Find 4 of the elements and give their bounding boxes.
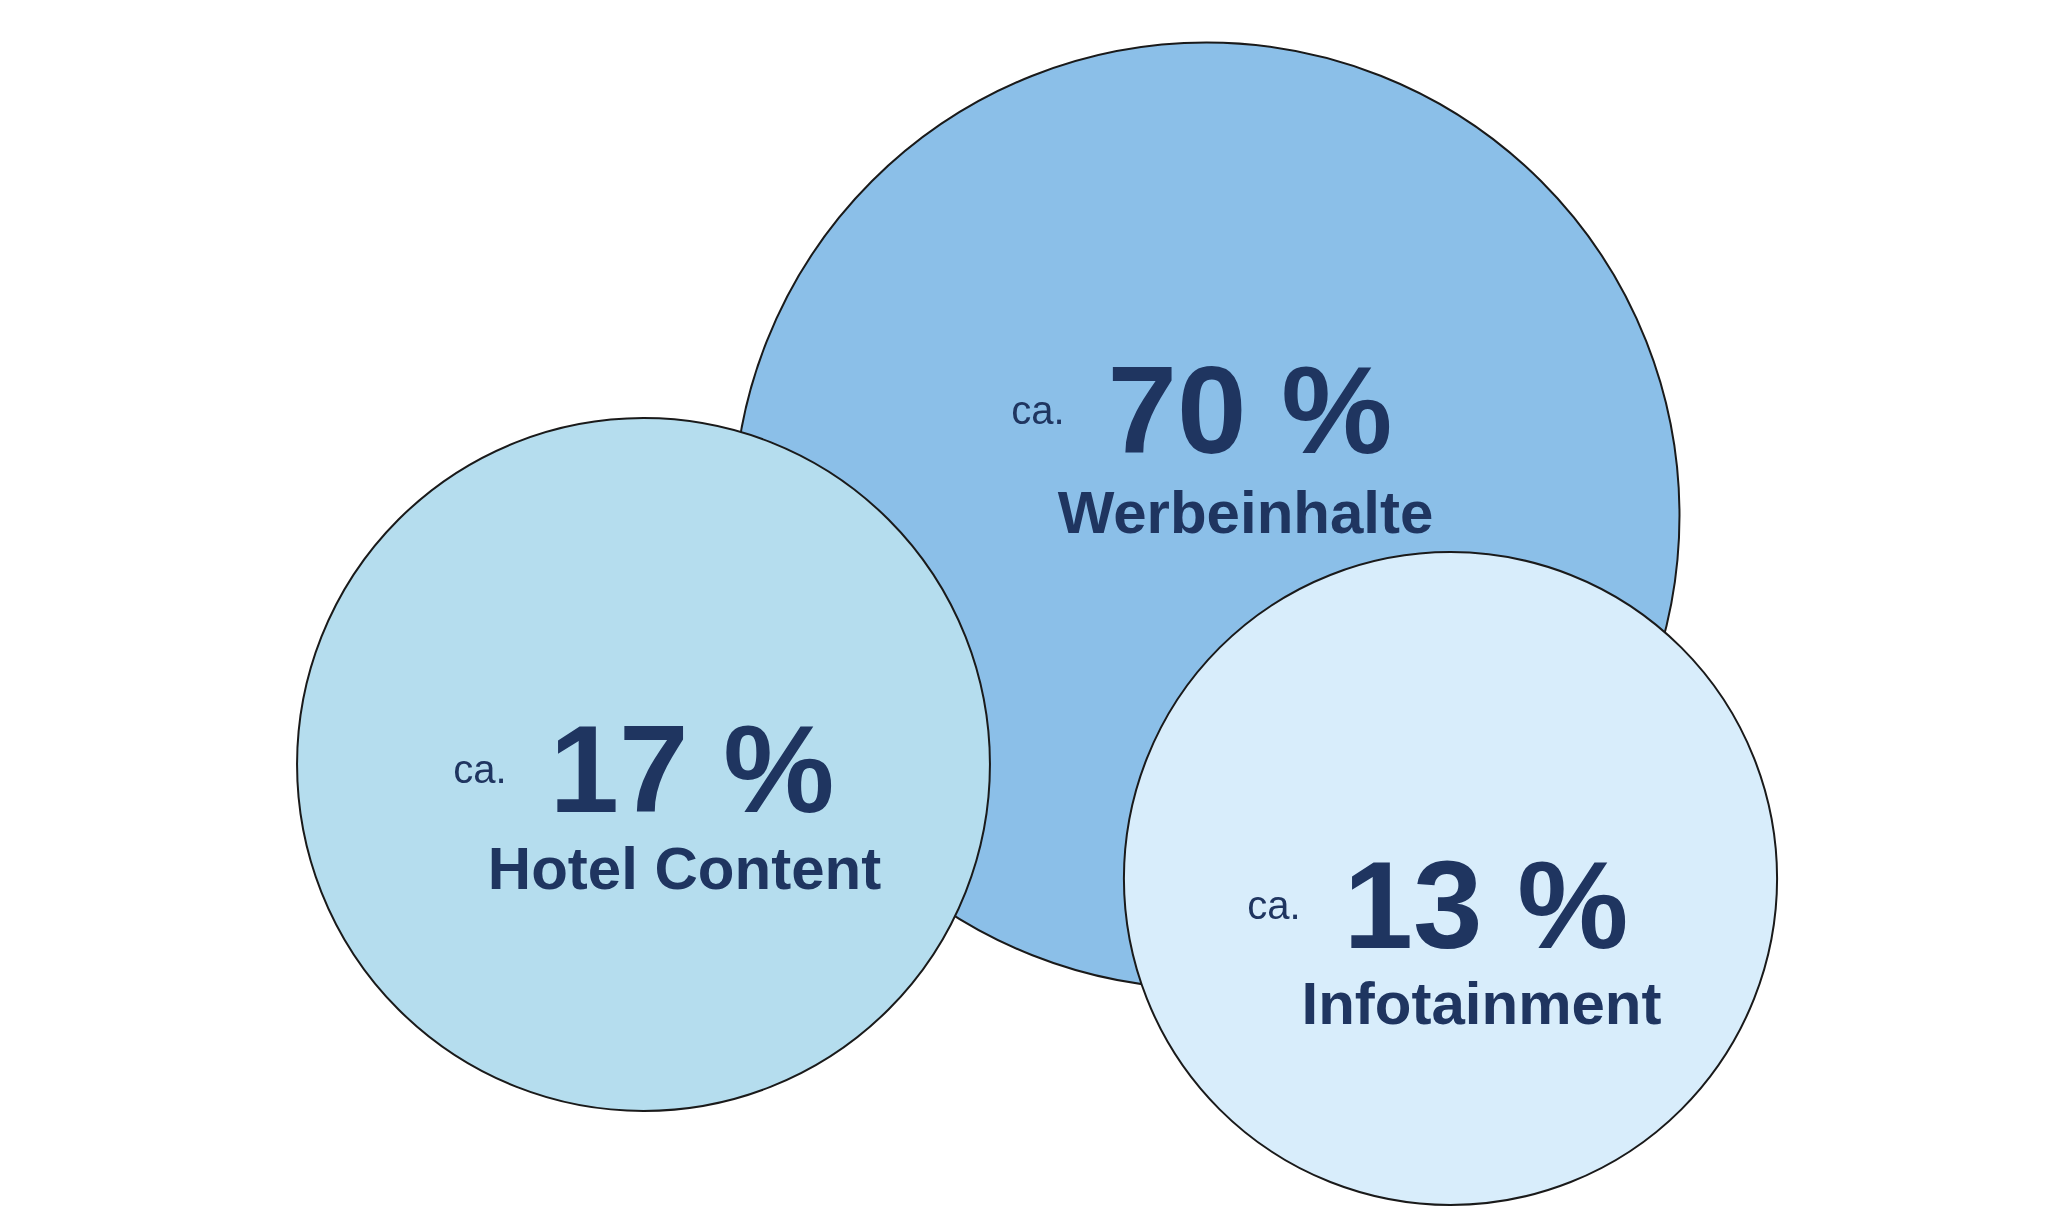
category-label: Hotel Content (487, 835, 882, 902)
data-label: ca. 17 % (453, 699, 835, 838)
category-label: Werbeinhalte (1057, 479, 1434, 546)
data-label: ca. 70 % (1011, 340, 1393, 479)
